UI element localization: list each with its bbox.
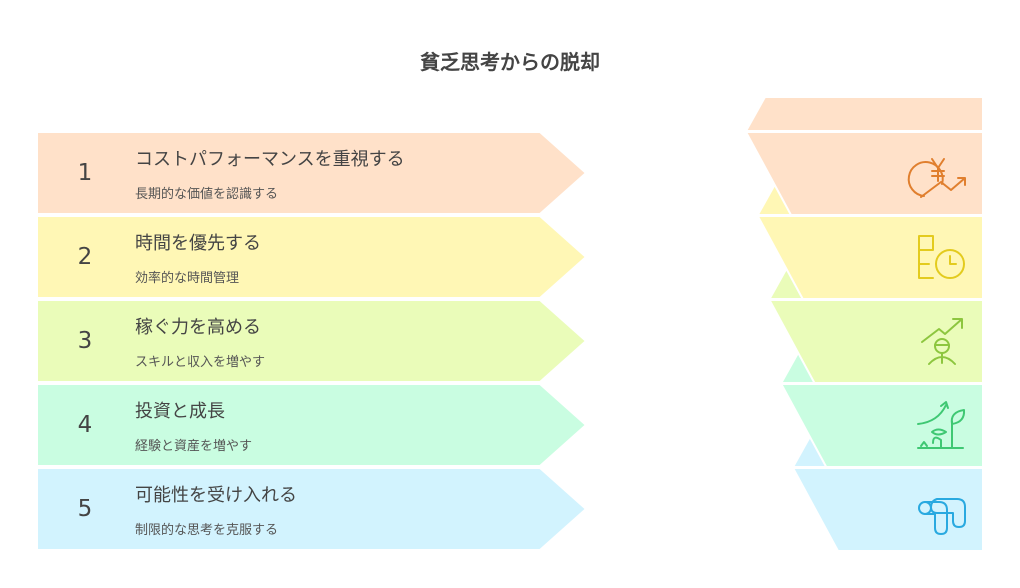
step-subtitle: 長期的な価値を認識する <box>135 187 279 202</box>
flexible-pipe-icon <box>918 498 966 535</box>
step-arrow-5 <box>36 467 588 551</box>
step-title: コストパフォーマンスを重視する <box>135 149 405 170</box>
step-number: 3 <box>77 328 93 354</box>
step-arrow-1 <box>36 131 588 215</box>
side-block-1 <box>744 96 984 216</box>
person-growth-icon <box>921 318 963 365</box>
plant-growth-icon <box>917 401 966 449</box>
step-subtitle: スキルと収入を増やす <box>135 355 266 370</box>
diagram-title: 貧乏思考からの脱却 <box>420 50 600 74</box>
side-block-cap <box>744 96 984 132</box>
step-subtitle: 効率的な時間管理 <box>135 271 240 286</box>
step-number: 2 <box>77 244 93 270</box>
schedule-clock-icon <box>918 235 965 279</box>
step-number: 1 <box>77 160 93 186</box>
step-title: 投資と成長 <box>135 401 225 422</box>
step-subtitle: 制限的な思考を克服する <box>135 523 279 538</box>
step-title: 可能性を受け入れる <box>135 485 297 506</box>
step-title: 時間を優先する <box>135 233 261 254</box>
step-number: 5 <box>77 496 93 522</box>
side-block-body <box>791 467 984 552</box>
step-arrow-4 <box>36 383 588 467</box>
step-arrow-2 <box>36 215 588 299</box>
yen-growth-icon <box>907 158 966 198</box>
step-arrow-3 <box>36 299 588 383</box>
step-subtitle: 経験と資産を増やす <box>135 439 253 454</box>
step-title: 稼ぐ力を高める <box>135 317 261 338</box>
step-number: 4 <box>77 412 93 438</box>
